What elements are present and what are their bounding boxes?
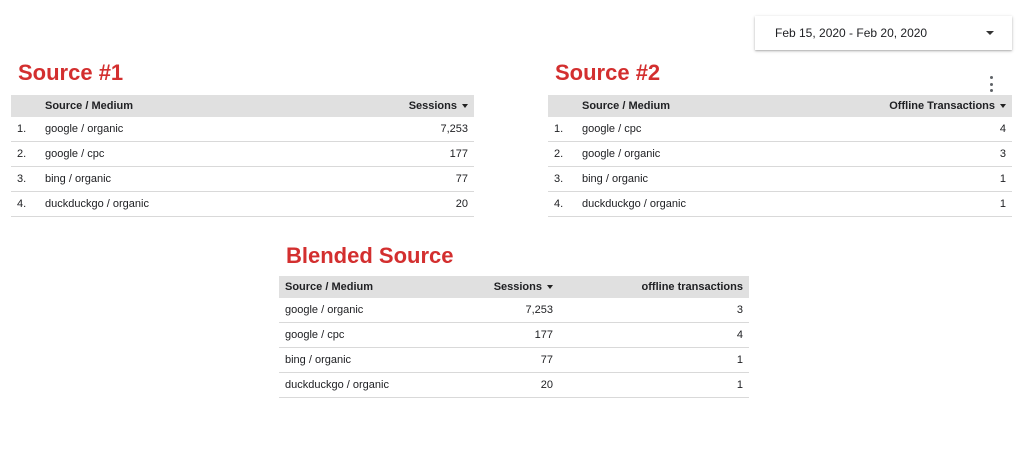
row-index: 1. xyxy=(548,117,576,142)
column-header-sessions[interactable]: Sessions xyxy=(469,276,559,298)
table-header-row: Source / Medium Sessions offline transac… xyxy=(279,276,749,298)
column-header-source-medium[interactable]: Source / Medium xyxy=(39,95,309,117)
column-header-source-medium[interactable]: Source / Medium xyxy=(279,276,469,298)
source-medium-cell: google / organic xyxy=(279,298,469,323)
index-header xyxy=(11,95,39,117)
row-index: 4. xyxy=(548,191,576,217)
source-medium-cell: google / cpc xyxy=(576,117,783,142)
table-row: 4. duckduckgo / organic 1 xyxy=(548,191,1012,217)
table-row: google / organic 7,253 3 xyxy=(279,298,749,323)
table-row: 2. google / cpc 177 xyxy=(11,141,474,167)
blended-title: Blended Source xyxy=(286,243,454,268)
sort-desc-icon xyxy=(547,285,553,290)
sessions-cell: 77 xyxy=(308,166,474,192)
table-row: 1. google / cpc 4 xyxy=(548,117,1012,142)
row-index: 2. xyxy=(548,141,576,167)
offline-transactions-cell: 4 xyxy=(559,322,749,348)
sessions-cell: 77 xyxy=(469,347,559,373)
blended-table: Source / Medium Sessions offline transac… xyxy=(279,276,749,398)
table-header-row: Source / Medium Sessions xyxy=(11,95,474,117)
source-medium-cell: google / organic xyxy=(39,117,309,142)
column-header-source-medium[interactable]: Source / Medium xyxy=(576,95,783,117)
sessions-cell: 20 xyxy=(469,372,559,398)
source-medium-cell: google / cpc xyxy=(39,141,309,167)
offline-transactions-cell: 3 xyxy=(559,298,749,323)
row-index: 3. xyxy=(548,166,576,192)
caret-down-icon xyxy=(986,31,994,35)
table-row: 4. duckduckgo / organic 20 xyxy=(11,191,474,217)
table-row: google / cpc 177 4 xyxy=(279,322,749,348)
table-row: 1. google / organic 7,253 xyxy=(11,117,474,142)
table-row: 2. google / organic 3 xyxy=(548,141,1012,167)
source-medium-cell: google / cpc xyxy=(279,322,469,348)
offline-transactions-cell: 4 xyxy=(782,117,1012,142)
table-row: duckduckgo / organic 20 1 xyxy=(279,372,749,398)
row-index: 4. xyxy=(11,191,39,217)
sessions-cell: 7,253 xyxy=(469,298,559,323)
table-row: 3. bing / organic 77 xyxy=(11,166,474,192)
sort-desc-icon xyxy=(462,104,468,109)
sessions-cell: 177 xyxy=(469,322,559,348)
source-medium-cell: google / organic xyxy=(576,141,783,167)
column-header-offline-transactions[interactable]: offline transactions xyxy=(559,276,749,298)
column-header-sessions[interactable]: Sessions xyxy=(308,95,474,117)
source-medium-cell: duckduckgo / organic xyxy=(39,191,309,217)
source-medium-cell: duckduckgo / organic xyxy=(279,372,469,398)
index-header xyxy=(548,95,576,117)
column-header-offline-transactions[interactable]: Offline Transactions xyxy=(782,95,1012,117)
source-medium-cell: bing / organic xyxy=(576,166,783,192)
source2-title: Source #2 xyxy=(555,60,661,85)
source2-table: Source / Medium Offline Transactions 1. g… xyxy=(548,95,1012,217)
date-range-picker[interactable]: Feb 15, 2020 - Feb 20, 2020 xyxy=(755,16,1012,50)
offline-transactions-cell: 3 xyxy=(782,141,1012,167)
more-vert-icon[interactable] xyxy=(987,76,995,92)
sessions-cell: 177 xyxy=(308,141,474,167)
row-index: 1. xyxy=(11,117,39,142)
sessions-cell: 20 xyxy=(308,191,474,217)
offline-transactions-cell: 1 xyxy=(559,372,749,398)
source1-table: Source / Medium Sessions 1. google / orga… xyxy=(11,95,474,217)
source-medium-cell: bing / organic xyxy=(279,347,469,373)
row-index: 3. xyxy=(11,166,39,192)
table-row: bing / organic 77 1 xyxy=(279,347,749,373)
table-row: 3. bing / organic 1 xyxy=(548,166,1012,192)
row-index: 2. xyxy=(11,141,39,167)
source-medium-cell: duckduckgo / organic xyxy=(576,191,783,217)
offline-transactions-cell: 1 xyxy=(559,347,749,373)
sessions-cell: 7,253 xyxy=(308,117,474,142)
date-range-label: Feb 15, 2020 - Feb 20, 2020 xyxy=(775,26,928,40)
sort-desc-icon xyxy=(1000,104,1006,109)
offline-transactions-cell: 1 xyxy=(782,191,1012,217)
offline-transactions-cell: 1 xyxy=(782,166,1012,192)
source1-title: Source #1 xyxy=(18,60,124,85)
source-medium-cell: bing / organic xyxy=(39,166,309,192)
table-header-row: Source / Medium Offline Transactions xyxy=(548,95,1012,117)
